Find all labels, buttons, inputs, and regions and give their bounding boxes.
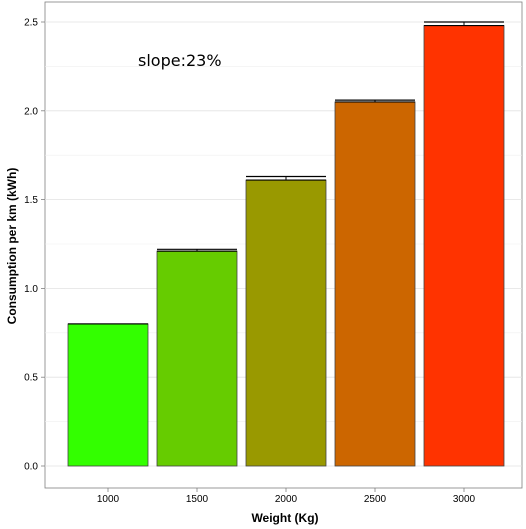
bar: [334, 101, 416, 467]
y-tick-label: 1.0: [24, 284, 38, 295]
bar: [245, 179, 327, 467]
y-tick-label: 0.5: [24, 373, 38, 384]
y-axis-title: Consumption per km (kWh): [5, 168, 19, 325]
y-tick-label: 0.0: [24, 462, 38, 473]
x-axis: 1000 1500 2000 2500 3000: [97, 488, 476, 505]
x-tick-label: 1500: [186, 494, 209, 505]
bars: [67, 25, 505, 467]
x-tick-label: 3000: [453, 494, 476, 505]
slope-annotation: slope:23%: [138, 51, 222, 70]
x-tick-label: 2000: [275, 494, 298, 505]
error-bars: [68, 21, 504, 325]
y-tick-label: 2.5: [24, 18, 38, 29]
bar: [156, 250, 238, 467]
bar: [67, 323, 149, 467]
y-tick-label: 2.0: [24, 106, 38, 117]
x-tick-label: 2500: [364, 494, 387, 505]
y-axis: 0.0 0.5 1.0 1.5 2.0 2.5: [24, 18, 45, 473]
y-tick-label: 1.5: [24, 195, 38, 206]
bar: [423, 25, 505, 467]
x-tick-label: 1000: [97, 494, 120, 505]
x-axis-title: Weight (Kg): [251, 511, 318, 525]
